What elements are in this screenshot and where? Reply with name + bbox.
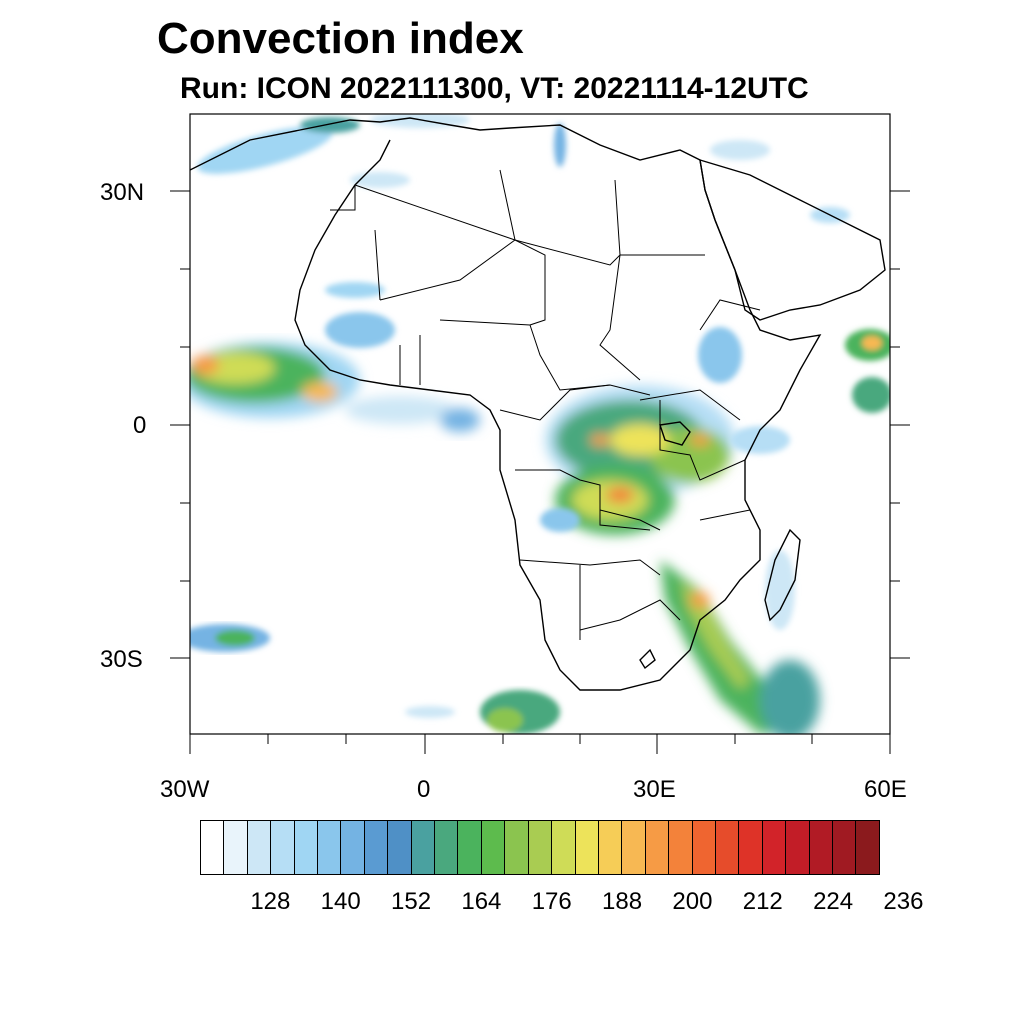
field-southern-ocean xyxy=(405,690,560,734)
lat-tick-label: 30S xyxy=(100,646,143,673)
lon-tick-label: 0 xyxy=(417,776,431,803)
colorbar-swatch xyxy=(201,821,225,874)
colorbar-tick-label: 176 xyxy=(531,888,572,915)
convection-field xyxy=(190,114,890,734)
colorbar-swatch xyxy=(318,821,342,874)
field-southeast-africa xyxy=(660,560,820,734)
lat-tick-label: 30N xyxy=(100,179,145,206)
colorbar-swatch xyxy=(739,821,763,874)
chart-subtitle: Run: ICON 2022111300, VT: 20221114-12UTC xyxy=(180,72,809,105)
colorbar-tick-label: 152 xyxy=(391,888,432,915)
lon-tick-label: 30E xyxy=(633,776,676,803)
colorbar-swatch xyxy=(762,821,787,874)
colorbar-swatch xyxy=(832,821,857,874)
colorbar-tick-label: 224 xyxy=(813,888,854,915)
colorbar-tick-label: 236 xyxy=(883,888,924,915)
lat-tick-label: 0 xyxy=(133,412,147,439)
colorbar-tick-label: 212 xyxy=(742,888,783,915)
field-atlantic-itcz xyxy=(190,342,480,432)
colorbar-swatch xyxy=(856,821,879,874)
colorbar-swatch xyxy=(786,821,810,874)
coastlines xyxy=(190,117,886,691)
colorbar-swatch xyxy=(528,821,553,874)
field-indian-ocean xyxy=(845,329,890,413)
colorbar-swatch xyxy=(411,821,436,874)
colorbar-swatch xyxy=(645,821,670,874)
field-mediterranean xyxy=(197,114,850,630)
colorbar-swatch xyxy=(294,821,319,874)
colorbar-swatch xyxy=(481,821,506,874)
field-south-atlantic xyxy=(190,624,270,652)
colorbar-swatch xyxy=(341,821,365,874)
colorbar-swatch xyxy=(505,821,529,874)
colorbar-swatch xyxy=(435,821,459,874)
colorbar-swatch xyxy=(458,821,482,874)
colorbar-swatch xyxy=(552,821,576,874)
colorbar-tick-label: 164 xyxy=(461,888,502,915)
country-borders xyxy=(330,169,761,640)
colorbar-swatch xyxy=(692,821,716,874)
colorbar-tick-label: 140 xyxy=(320,888,361,915)
colorbar-swatch xyxy=(622,821,646,874)
colorbar-swatch xyxy=(388,821,412,874)
lon-tick-label: 60E xyxy=(864,776,907,803)
colorbar-swatch xyxy=(598,821,623,874)
colorbar-swatch xyxy=(247,821,272,874)
axis-ticks xyxy=(170,190,910,754)
colorbar-swatch xyxy=(809,821,833,874)
colorbar-swatch xyxy=(224,821,248,874)
colorbar-swatch xyxy=(715,821,740,874)
plot-frame xyxy=(189,113,891,735)
colorbar-swatch xyxy=(271,821,295,874)
colorbar xyxy=(200,820,880,875)
chart-title: Convection index xyxy=(157,14,524,63)
lon-tick-label: 30W xyxy=(160,776,210,803)
colorbar-labels: 128 140 152 164 176 188 200 212 224 236 xyxy=(200,888,923,918)
colorbar-swatch xyxy=(575,821,599,874)
colorbar-swatch xyxy=(364,821,389,874)
colorbar-swatch xyxy=(669,821,693,874)
colorbar-tick-label: 188 xyxy=(602,888,643,915)
colorbar-tick-label: 128 xyxy=(250,888,291,915)
colorbar-tick-label: 200 xyxy=(672,888,713,915)
